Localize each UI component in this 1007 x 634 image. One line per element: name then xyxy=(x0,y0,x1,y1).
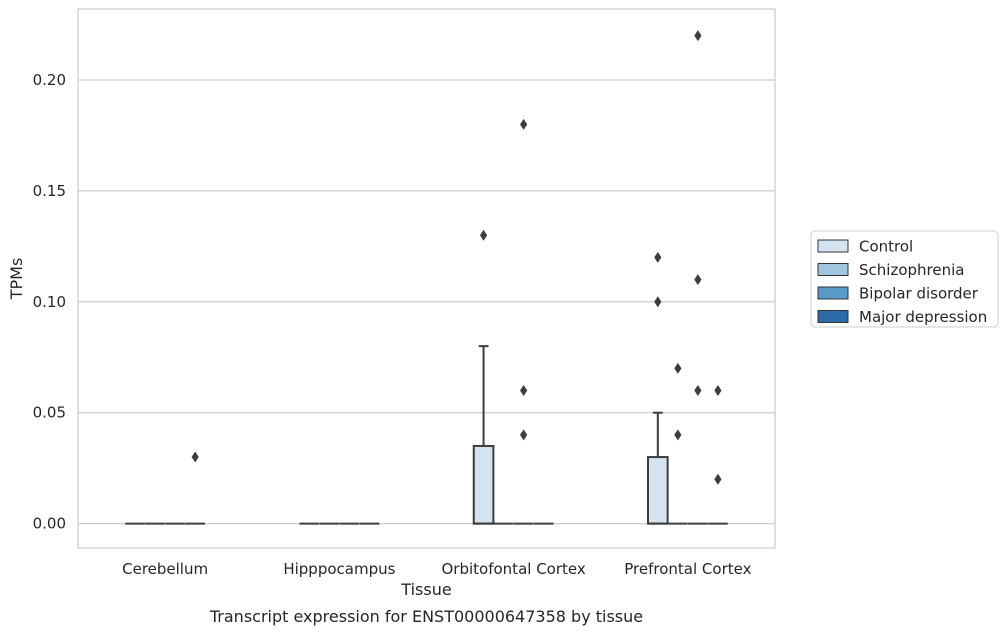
box-body xyxy=(646,456,669,525)
x-tick-labels: Cerebellum Hipppocampus Orbitofontal Corte… xyxy=(122,560,751,578)
outlier-point xyxy=(479,229,488,241)
legend-swatch xyxy=(817,263,849,276)
legend-label: Schizophrenia xyxy=(859,261,964,279)
y-tick-label: 0.15 xyxy=(33,182,66,200)
legend-swatch xyxy=(817,286,849,300)
grid-lines xyxy=(78,79,775,525)
y-tick-label: 0.00 xyxy=(33,515,66,533)
x-tick-label: Orbitofontal Cortex xyxy=(442,560,586,578)
box-major-depression xyxy=(185,451,206,525)
box-control xyxy=(646,251,669,525)
legend-swatch xyxy=(817,239,849,253)
chart-caption: Transcript expression for ENST0000064735… xyxy=(209,607,643,626)
legend-label: Control xyxy=(859,238,913,256)
legend-label: Bipolar disorder xyxy=(859,285,979,303)
outlier-point xyxy=(654,251,662,263)
box-control xyxy=(472,229,495,525)
y-axis-label: TPMs xyxy=(7,258,26,301)
outlier-point xyxy=(714,385,722,397)
legend-frame xyxy=(810,230,999,328)
y-tick-label: 0.05 xyxy=(33,404,66,422)
outlier-point xyxy=(654,296,662,308)
outlier-point xyxy=(520,429,528,441)
box-major-depression xyxy=(708,385,728,525)
plot-frame xyxy=(77,8,776,549)
outlier-point xyxy=(674,362,682,374)
x-axis-label: Tissue xyxy=(400,580,451,599)
box-plot-marks xyxy=(125,30,728,525)
box-bipolar-disorder xyxy=(688,30,708,525)
box-bipolar-disorder xyxy=(513,118,534,525)
y-tick-label: 0.20 xyxy=(33,71,66,89)
box-schizophrenia xyxy=(668,362,688,525)
outlier-point xyxy=(694,385,702,397)
outlier-point xyxy=(191,451,199,463)
outlier-point xyxy=(694,30,702,42)
outlier-point xyxy=(674,429,682,441)
y-tick-labels: 0.00 0.05 0.10 0.15 0.20 xyxy=(33,71,66,533)
x-tick-label: Cerebellum xyxy=(122,560,208,578)
x-tick-label: Hipppocampus xyxy=(283,560,395,578)
x-tick-label: Prefrontal Cortex xyxy=(624,560,751,578)
outlier-point xyxy=(520,385,528,397)
legend: Control Schizophrenia Bipolar disorder Majo… xyxy=(810,230,999,328)
box-body xyxy=(472,444,495,525)
y-tick-label: 0.10 xyxy=(33,293,66,311)
outlier-point xyxy=(520,118,528,130)
outlier-point xyxy=(714,473,722,485)
legend-swatch xyxy=(817,310,849,323)
legend-label: Major depression xyxy=(859,308,987,326)
outlier-point xyxy=(694,274,702,286)
